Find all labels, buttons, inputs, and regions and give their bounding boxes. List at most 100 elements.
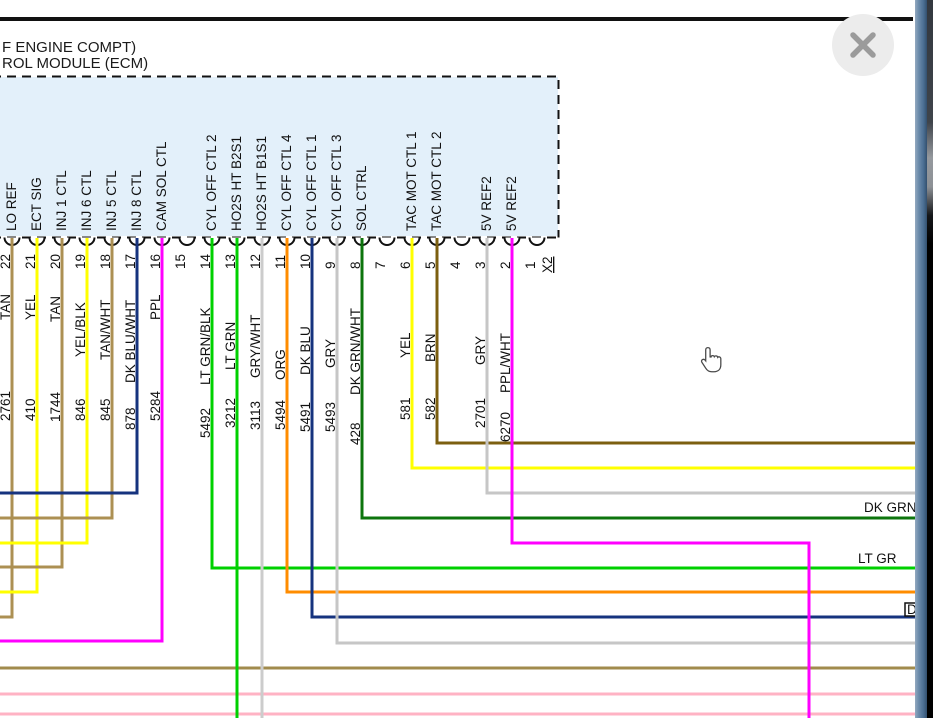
pin-10-color-label: DK BLU [298,326,313,375]
pin-16-signal-label: CAM SOL CTL [154,141,169,231]
pin-8-number: 8 [348,261,363,269]
pin-9-circuit-label: 5493 [323,402,338,432]
pin-21-color-label: YEL [23,294,38,320]
pin-22-color-label: TAN [0,294,13,320]
top-divider-line [0,17,913,21]
connector-id-label: X2 [540,256,555,273]
pin-3-number: 3 [473,261,488,269]
pin-10-number: 10 [298,254,313,269]
pin-16-circuit-label: 5284 [148,390,163,421]
pin-19-number: 19 [73,254,88,269]
pin-10-signal-label: CYL OFF CTL 1 [304,134,319,231]
pin-20-number: 20 [48,254,63,269]
pin-12-color-label: GRY/WHT [248,315,263,379]
pin-22-wire [0,238,14,619]
pin-21-number: 21 [23,254,38,269]
pin-20-color-label: TAN [48,296,63,322]
pin-6-wire [410,238,916,470]
pin-11-number: 11 [273,255,288,269]
pin-19-wire [0,238,89,545]
pin-22-signal-label: LO REF [4,182,19,231]
pin-6-circuit-label: 581 [398,397,413,420]
pin-5-circuit-label: 582 [423,397,438,420]
pin-20-circuit-label: 1744 [48,391,63,422]
pin-17-number: 17 [123,254,138,269]
pin-17-circuit-label: 878 [123,407,138,430]
right-edge-label-dk-grn: DK GRN [864,500,917,515]
pin-14-circuit-label: 5492 [198,408,213,438]
pin-11-signal-label: CYL OFF CTL 4 [279,134,294,231]
connector-notch-pin-15 [178,237,196,246]
window-edge-dark[interactable] [927,0,933,718]
pin-11-color-label: ORG [273,349,288,380]
header-module-label: ROL MODULE (ECM) [2,55,149,72]
close-button[interactable] [832,14,894,76]
pin-21-signal-label: ECT SIG [29,177,44,231]
pin-12-circuit-label: 3113 [248,401,263,430]
pin-12-signal-label: HO2S HT B1S1 [254,136,269,231]
clipped-label-text: D [907,602,917,617]
pin-18-color-label: TAN/WHT [98,300,113,361]
pin-3-wire [485,238,916,495]
pin-9-number: 9 [323,261,338,269]
pin-20-signal-label: INJ 1 CTL [54,170,69,231]
pin-14-number: 14 [198,253,213,269]
pin-6-signal-label: TAC MOT CTL 1 [404,131,419,231]
pin-5-signal-label: TAC MOT CTL 2 [429,131,444,231]
pin-2-number: 2 [498,261,513,269]
pin-9-signal-label: CYL OFF CTL 3 [329,134,344,231]
pin-7-number: 7 [373,261,388,269]
ecm-connector-box [0,77,558,236]
pin-9-wire [335,238,916,645]
pin-13-circuit-label: 3212 [223,398,238,428]
pin-13-number: 13 [223,254,238,269]
pin-20-wire [0,238,64,569]
pin-18-number: 18 [98,254,113,269]
pin-12-number: 12 [248,254,263,269]
pin-3-signal-label: 5V REF2 [479,176,494,231]
pin-22-number: 22 [0,254,13,269]
window-edge-blue [915,0,927,718]
pin-18-signal-label: INJ 5 CTL [104,170,119,231]
pin-21-circuit-label: 410 [23,398,38,421]
connector-notch-pin-7 [378,237,396,246]
pin-14-wire [210,238,916,570]
pin-3-color-label: GRY [473,336,488,365]
pin-19-circuit-label: 846 [73,398,88,421]
pin-18-circuit-label: 845 [98,398,113,421]
connector-notch-pin-4 [453,237,471,246]
connector-notch-pin-1 [528,237,546,246]
pin-3-circuit-label: 2701 [473,398,488,428]
pin-13-signal-label: HO2S HT B2S1 [229,136,244,231]
pin-10-circuit-label: 5491 [298,402,313,432]
pin-4-number: 4 [448,261,463,269]
pin-13-color-label: LT GRN [223,322,238,370]
pin-21-wire [0,238,39,594]
pin-8-wire [360,238,916,520]
header-location-label: F ENGINE COMPT) [2,39,137,56]
pin-19-color-label: YEL/BLK [73,302,88,357]
right-edge-label-lt-gr: LT GR [858,551,897,566]
pin-10-wire [310,238,916,619]
pin-8-color-label: DK GRN/WHT [348,308,363,395]
pin-8-signal-label: SOL CTRL [354,165,369,231]
pin-8-circuit-label: 428 [348,422,363,445]
pin-11-wire [285,238,916,594]
pin-14-signal-label: CYL OFF CTL 2 [204,134,219,231]
pin-17-signal-label: INJ 8 CTL [129,170,144,231]
pin-2-circuit-label: 6270 [498,412,513,442]
pin-15-number: 15 [173,254,188,269]
pin-5-wire [435,238,916,445]
pin-2-color-label: PPL/WHT [498,333,513,393]
close-icon [850,32,876,58]
pin-2-wire [510,238,811,718]
pin-6-color-label: YEL [398,332,413,358]
pin-16-color-label: PPL [148,294,163,320]
pin-16-number: 16 [148,254,163,269]
pin-9-color-label: GRY [323,339,338,368]
pin-6-number: 6 [398,261,413,269]
pin-5-number: 5 [423,261,438,269]
pin-17-wire [0,238,139,495]
